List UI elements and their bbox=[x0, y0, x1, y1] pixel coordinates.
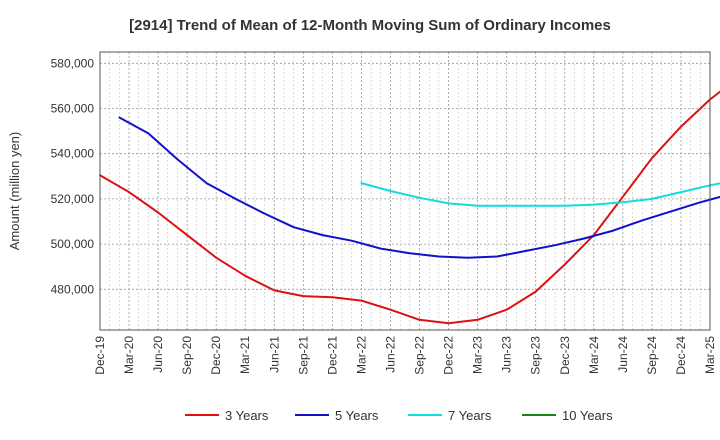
x-tick-label: Dec-22 bbox=[442, 336, 456, 375]
x-tick-label: Jun-22 bbox=[383, 336, 397, 373]
x-tick-label: Mar-23 bbox=[471, 336, 485, 374]
y-axis-label: Amount (million yen) bbox=[7, 132, 22, 251]
x-tick-label: Sep-20 bbox=[180, 336, 194, 375]
x-tick-label: Sep-24 bbox=[645, 336, 659, 375]
legend-label: 5 Years bbox=[335, 408, 379, 423]
x-tick-label: Sep-21 bbox=[296, 336, 310, 375]
x-tick-label: Dec-21 bbox=[325, 336, 339, 375]
x-tick-label: Jun-20 bbox=[151, 336, 165, 373]
x-tick-label: Mar-21 bbox=[238, 336, 252, 374]
legend-label: 10 Years bbox=[562, 408, 613, 423]
grid bbox=[100, 52, 710, 330]
y-tick-label: 520,000 bbox=[51, 192, 95, 206]
series-line-5-years bbox=[118, 116, 720, 259]
y-tick-label: 540,000 bbox=[51, 147, 95, 161]
y-tick-label: 500,000 bbox=[51, 237, 95, 251]
x-tick-label: Dec-23 bbox=[558, 336, 572, 375]
x-tick-labels: Dec-19 Mar-20 Jun-20 Sep-20 Dec-20 Mar-21 Jun-… bbox=[93, 336, 717, 375]
x-tick-label: Jun-24 bbox=[616, 336, 630, 373]
plot-area-frame bbox=[99, 51, 711, 331]
x-tick-label: Dec-24 bbox=[674, 336, 688, 375]
x-tick-label: Sep-23 bbox=[529, 336, 543, 375]
x-tick-label: Mar-25 bbox=[703, 336, 717, 374]
legend-label: 3 Years bbox=[225, 408, 269, 423]
x-tick-label: Dec-20 bbox=[209, 336, 223, 375]
x-tick-label: Mar-20 bbox=[122, 336, 136, 374]
legend: 3 Years 5 Years 7 Years 10 Years bbox=[185, 408, 613, 423]
x-tick-label: Mar-22 bbox=[354, 336, 368, 374]
y-tick-label: 580,000 bbox=[51, 56, 95, 70]
legend-label: 7 Years bbox=[448, 408, 492, 423]
y-tick-labels: 480,000 500,000 520,000 540,000 560,000 580,0… bbox=[51, 56, 95, 296]
x-tick-label: Mar-24 bbox=[587, 336, 601, 374]
x-tick-label: Sep-22 bbox=[413, 336, 427, 375]
series-line-7-years bbox=[360, 182, 720, 207]
y-tick-label: 560,000 bbox=[51, 102, 95, 116]
x-tick-label: Dec-19 bbox=[93, 336, 107, 375]
series-line-3-years bbox=[99, 90, 720, 325]
chart-title: [2914] Trend of Mean of 12-Month Moving … bbox=[129, 17, 611, 34]
series-lines bbox=[99, 90, 720, 325]
x-tick-label: Jun-23 bbox=[500, 336, 514, 373]
x-tick-label: Jun-21 bbox=[267, 336, 281, 373]
y-tick-label: 480,000 bbox=[51, 282, 95, 296]
